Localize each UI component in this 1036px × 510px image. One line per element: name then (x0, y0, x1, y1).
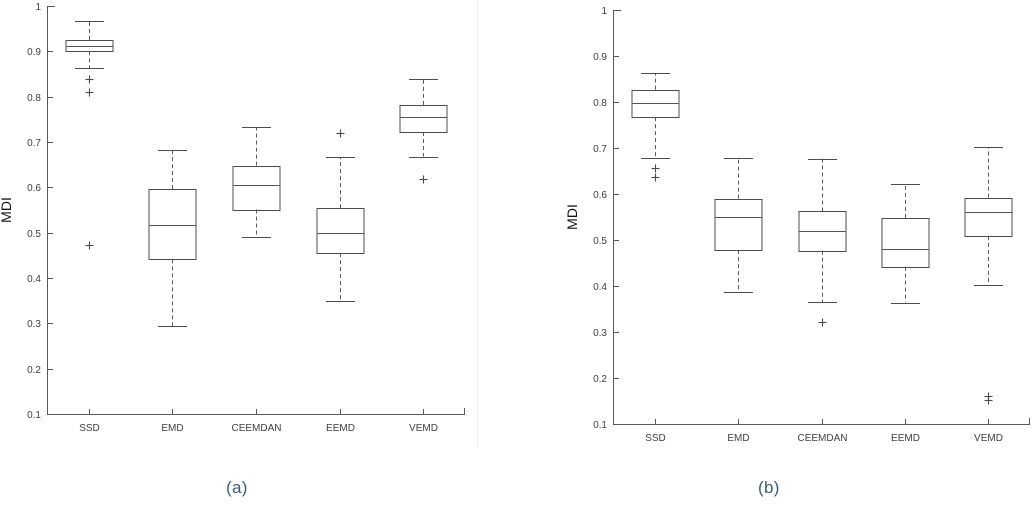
boxplot-group (316, 129, 365, 303)
y-tick-label: 1 (601, 6, 607, 17)
box-iqr (714, 198, 763, 252)
y-tick-label: 0.1 (593, 420, 607, 431)
y-tick-label: 0.5 (593, 236, 607, 247)
caption-a: (a) (226, 478, 248, 497)
y-tick-label: 0.3 (27, 319, 41, 330)
boxplot-group (714, 157, 763, 294)
x-category-label: EMD (161, 423, 183, 434)
box-iqr (232, 165, 281, 212)
y-tick-label: 0.6 (593, 190, 607, 201)
boxplot-group (631, 72, 680, 182)
box-iqr (399, 104, 448, 134)
panel-divider (477, 0, 478, 448)
box-iqr (964, 197, 1013, 238)
panel-a: 0.1 0.2 0.3 0.4 0.5 0.6 0.7 0.8 0.9 1 MDI SSD EMD CEE… (0, 0, 478, 460)
x-category-label: EEMD (891, 433, 920, 444)
y-tick-label: 0.4 (27, 274, 41, 285)
y-tick-label: 0.8 (593, 98, 607, 109)
box-iqr (881, 217, 930, 269)
boxplot-group (232, 126, 281, 239)
panel-a-plot: 0.1 0.2 0.3 0.4 0.5 0.6 0.7 0.8 0.9 1 MDI SSD EMD CEE… (0, 2, 465, 434)
y-tick-label: 0.7 (593, 144, 607, 155)
x-category-label: VEMD (409, 423, 438, 434)
y-tick-label: 0.7 (27, 138, 41, 149)
caption-b: (b) (758, 478, 780, 497)
y-tick-label: 0.2 (593, 374, 607, 385)
axis-frame (613, 10, 1030, 425)
y-tick-label: 0.6 (27, 183, 41, 194)
boxplot-group (881, 183, 930, 305)
x-category-label: SSD (79, 423, 100, 434)
y-tick-label: 0.9 (27, 47, 41, 58)
y-tick-label: 0.3 (593, 328, 607, 339)
x-category-label: SSD (645, 433, 666, 444)
boxplot-group (798, 158, 847, 327)
panel-b-plot: 0.1 0.2 0.3 0.4 0.5 0.6 0.7 0.8 0.9 1 MDI SSD EMD CEE… (564, 6, 1030, 444)
boxplot-group (964, 146, 1013, 405)
y-tick-label: 0.4 (593, 282, 607, 293)
y-axis-label: MDI (564, 204, 580, 230)
box-iqr (148, 188, 197, 261)
y-tick-label: 0.1 (27, 410, 41, 421)
boxplot-group (148, 149, 197, 328)
boxplot-group (399, 78, 448, 184)
x-category-label: EEMD (326, 423, 355, 434)
y-tick-label: 0.8 (27, 93, 41, 104)
y-tick-label: 1 (35, 2, 41, 13)
x-category-label: CEEMDAN (797, 433, 847, 444)
y-axis-label: MDI (0, 197, 14, 223)
x-category-label: EMD (727, 433, 749, 444)
y-tick-label: 0.9 (593, 52, 607, 63)
y-tick-label: 0.5 (27, 229, 41, 240)
box-iqr (316, 207, 365, 255)
panel-b: 0.1 0.2 0.3 0.4 0.5 0.6 0.7 0.8 0.9 1 MDI SSD EMD CEE… (530, 0, 1036, 460)
x-category-label: VEMD (974, 433, 1003, 444)
x-category-label: CEEMDAN (231, 423, 281, 434)
boxplot-group (65, 20, 114, 250)
y-tick-label: 0.2 (27, 365, 41, 376)
